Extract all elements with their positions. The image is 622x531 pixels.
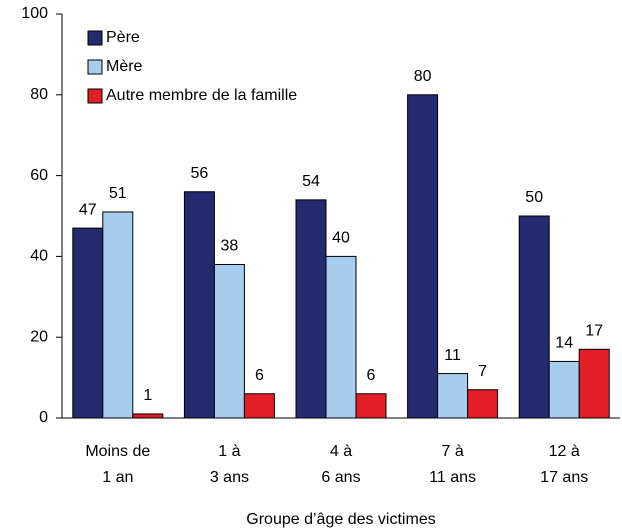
y-tick-label: 20 [30, 328, 48, 345]
bar [467, 389, 499, 419]
y-tick-label: 60 [30, 167, 48, 184]
bar [325, 255, 357, 419]
legend-swatch [87, 88, 103, 104]
data-label: 80 [414, 68, 432, 85]
bar [183, 191, 215, 419]
data-label: 7 [478, 363, 487, 380]
data-label: 11 [444, 347, 461, 364]
bar [437, 373, 469, 419]
bar [295, 199, 327, 419]
bar [518, 215, 550, 419]
data-label: 40 [332, 230, 350, 247]
data-label: 47 [79, 201, 97, 218]
bar [132, 413, 164, 419]
bar [72, 227, 104, 419]
bar [578, 348, 610, 419]
bar [355, 393, 387, 419]
legend-label: Autre membre de la famille [106, 87, 297, 104]
y-tick-label: 100 [21, 5, 48, 22]
data-label: 51 [109, 185, 127, 202]
x-tick-label: 1 an [102, 469, 133, 486]
x-tick-label: 11 ans [429, 469, 476, 486]
y-tick-label: 0 [39, 409, 48, 426]
bar [407, 94, 439, 419]
bar [243, 393, 275, 419]
x-tick-label: 17 ans [540, 469, 588, 486]
x-axis-title: Groupe d’âge des victimes [246, 511, 435, 528]
x-tick-label: 12 à [549, 443, 580, 460]
x-tick-label: 6 ans [321, 469, 360, 486]
data-label: 38 [221, 238, 239, 255]
x-tick-label: 1 à [218, 443, 240, 460]
x-tick-label: 7 à [441, 443, 463, 460]
x-tick-label: Moins de [85, 443, 150, 460]
legend-label: Mère [106, 58, 143, 75]
legend-swatch [87, 59, 103, 75]
data-label: 1 [143, 387, 152, 404]
data-label: 17 [585, 323, 603, 340]
x-tick-label: 4 à [330, 443, 352, 460]
legend-swatch [87, 30, 103, 46]
data-label: 56 [191, 165, 209, 182]
data-label: 6 [255, 367, 264, 384]
legend-label: Père [106, 29, 140, 46]
y-tick-label: 40 [30, 248, 48, 265]
x-tick-label: 3 ans [210, 469, 249, 486]
bar [213, 263, 245, 419]
bar [548, 360, 580, 419]
bar [102, 211, 134, 419]
data-label: 54 [302, 173, 320, 190]
y-tick-label: 80 [30, 86, 48, 103]
data-label: 14 [555, 335, 573, 352]
data-label: 50 [525, 189, 543, 206]
data-label: 6 [367, 367, 376, 384]
